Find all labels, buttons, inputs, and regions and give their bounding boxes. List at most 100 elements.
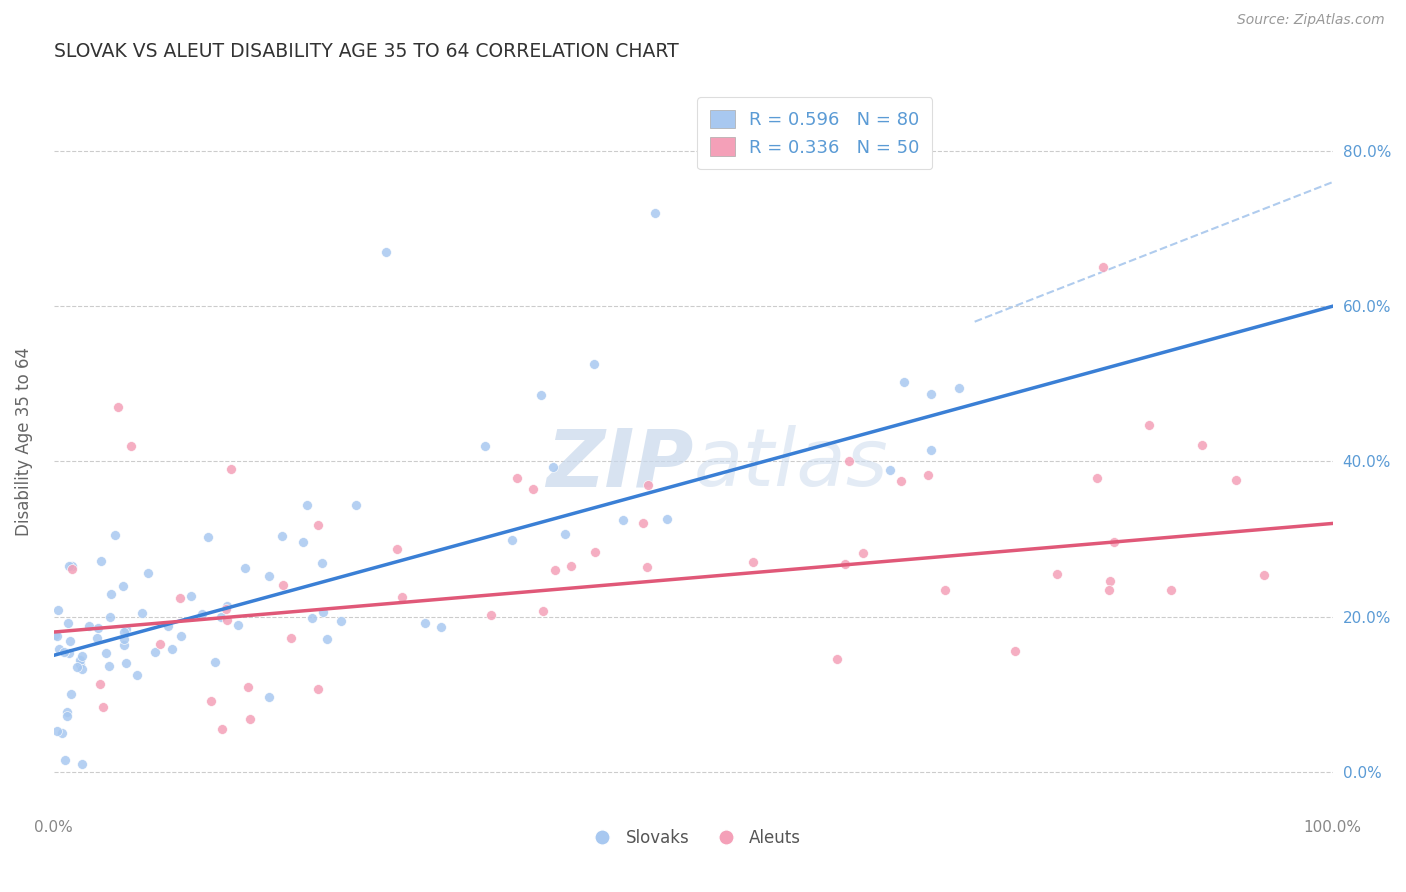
Point <box>301 611 323 625</box>
Point <box>838 454 860 468</box>
Point <box>52 645 75 659</box>
Point <box>90 554 112 568</box>
Point <box>120 439 142 453</box>
Point <box>273 578 295 592</box>
Point <box>330 614 353 628</box>
Point <box>271 529 294 543</box>
Point <box>1046 567 1069 582</box>
Point <box>644 206 666 220</box>
Point <box>44 628 66 642</box>
Point <box>948 381 970 395</box>
Point <box>56 709 79 723</box>
Point <box>890 475 912 489</box>
Point <box>934 582 956 597</box>
Point <box>637 477 659 491</box>
Point <box>560 559 582 574</box>
Point <box>46 629 69 643</box>
Point <box>48 641 70 656</box>
Point <box>70 661 93 675</box>
Point <box>307 518 329 533</box>
Point <box>655 512 678 526</box>
Point <box>742 555 765 569</box>
Point <box>506 471 529 485</box>
Point <box>920 442 942 457</box>
Point <box>501 533 523 547</box>
Point <box>544 563 567 577</box>
Point <box>825 651 848 665</box>
Point <box>541 460 564 475</box>
Point <box>852 546 875 560</box>
Point <box>91 699 114 714</box>
Point <box>239 712 262 726</box>
Point <box>136 566 159 581</box>
Point <box>157 619 180 633</box>
Point <box>219 461 242 475</box>
Point <box>204 655 226 669</box>
Point <box>1253 567 1275 582</box>
Point <box>69 652 91 666</box>
Point <box>56 616 79 631</box>
Point <box>474 439 496 453</box>
Point <box>391 591 413 605</box>
Point <box>297 498 319 512</box>
Point <box>215 599 238 614</box>
Point <box>114 656 136 670</box>
Point <box>292 534 315 549</box>
Point <box>554 527 576 541</box>
Point <box>72 648 94 663</box>
Point <box>636 560 658 574</box>
Point <box>531 604 554 618</box>
Point <box>1098 583 1121 598</box>
Point <box>160 642 183 657</box>
Point <box>1225 473 1247 487</box>
Point <box>197 530 219 544</box>
Point <box>66 660 89 674</box>
Point <box>1004 643 1026 657</box>
Point <box>1102 534 1125 549</box>
Point <box>77 618 100 632</box>
Point <box>530 387 553 401</box>
Point <box>612 513 634 527</box>
Point <box>115 622 138 636</box>
Point <box>51 725 73 739</box>
Point <box>58 558 80 573</box>
Point <box>583 545 606 559</box>
Point <box>53 753 76 767</box>
Point <box>233 561 256 575</box>
Point <box>70 756 93 771</box>
Point <box>200 694 222 708</box>
Point <box>100 587 122 601</box>
Point <box>312 605 335 619</box>
Text: Source: ZipAtlas.com: Source: ZipAtlas.com <box>1237 13 1385 28</box>
Point <box>58 646 80 660</box>
Point <box>917 468 939 483</box>
Point <box>59 687 82 701</box>
Point <box>311 556 333 570</box>
Point <box>631 516 654 531</box>
Point <box>1191 438 1213 452</box>
Point <box>169 591 191 605</box>
Y-axis label: Disability Age 35 to 64: Disability Age 35 to 64 <box>15 348 32 536</box>
Point <box>169 629 191 643</box>
Point <box>344 499 367 513</box>
Point <box>215 602 238 616</box>
Point <box>103 528 125 542</box>
Point <box>479 607 502 622</box>
Text: SLOVAK VS ALEUT DISABILITY AGE 35 TO 64 CORRELATION CHART: SLOVAK VS ALEUT DISABILITY AGE 35 TO 64 … <box>53 42 679 61</box>
Point <box>143 645 166 659</box>
Point <box>112 632 135 646</box>
Point <box>583 357 606 371</box>
Point <box>215 613 238 627</box>
Point <box>112 638 135 652</box>
Point <box>45 724 67 739</box>
Point <box>111 578 134 592</box>
Point <box>1091 260 1114 275</box>
Point <box>60 562 83 576</box>
Point <box>48 603 70 617</box>
Point <box>112 624 135 639</box>
Point <box>191 607 214 621</box>
Text: atlas: atlas <box>693 425 889 503</box>
Point <box>127 667 149 681</box>
Point <box>834 557 856 571</box>
Point <box>259 569 281 583</box>
